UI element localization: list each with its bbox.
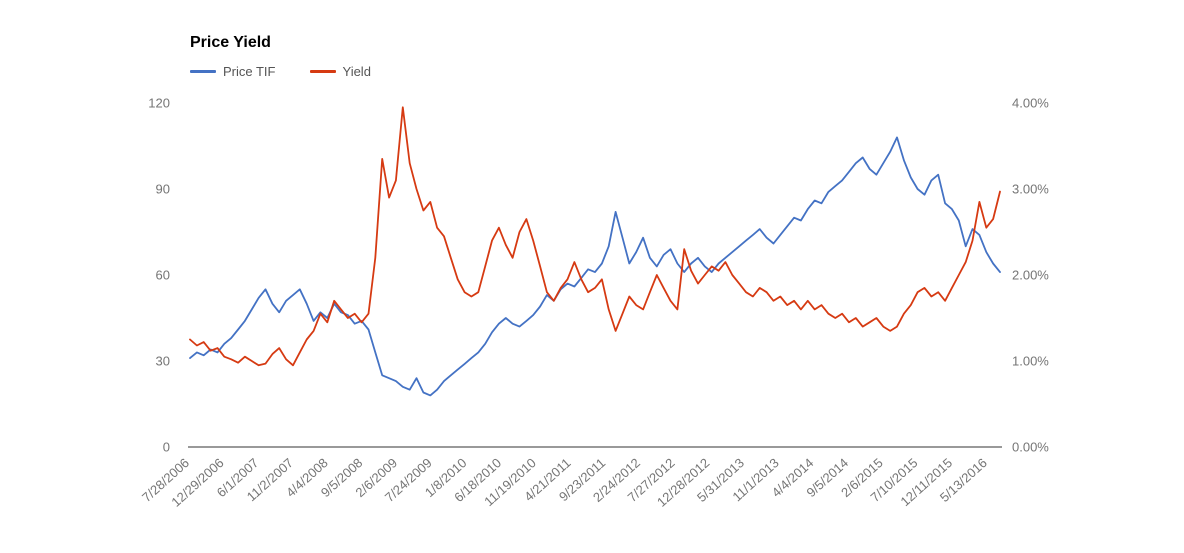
chart-legend: Price TIF Yield bbox=[190, 64, 371, 79]
series-line-yield bbox=[189, 106, 1001, 367]
legend-item-yield: Yield bbox=[309, 64, 371, 79]
legend-label: Yield bbox=[342, 64, 371, 79]
y-axis-right-label: 4.00% bbox=[1012, 96, 1049, 111]
chart-title: Price Yield bbox=[190, 34, 271, 51]
y-axis-right-label: 1.00% bbox=[1012, 354, 1049, 369]
y-axis-right-label: 2.00% bbox=[1012, 268, 1049, 283]
y-axis-left-label: 120 bbox=[148, 96, 170, 111]
y-axis-right-label: 0.00% bbox=[1012, 440, 1049, 455]
series-line-price-tif bbox=[189, 136, 1001, 397]
legend-swatch bbox=[309, 70, 336, 73]
legend-swatch bbox=[190, 70, 216, 73]
y-axis-right-label: 3.00% bbox=[1012, 182, 1049, 197]
y-axis-left-label: 30 bbox=[156, 354, 170, 369]
legend-item-price-tif: Price TIF bbox=[190, 64, 276, 79]
y-axis-left-label: 60 bbox=[156, 268, 170, 283]
y-axis-left-label: 90 bbox=[156, 182, 170, 197]
legend-label: Price TIF bbox=[223, 64, 276, 79]
y-axis-left-label: 0 bbox=[163, 440, 170, 455]
